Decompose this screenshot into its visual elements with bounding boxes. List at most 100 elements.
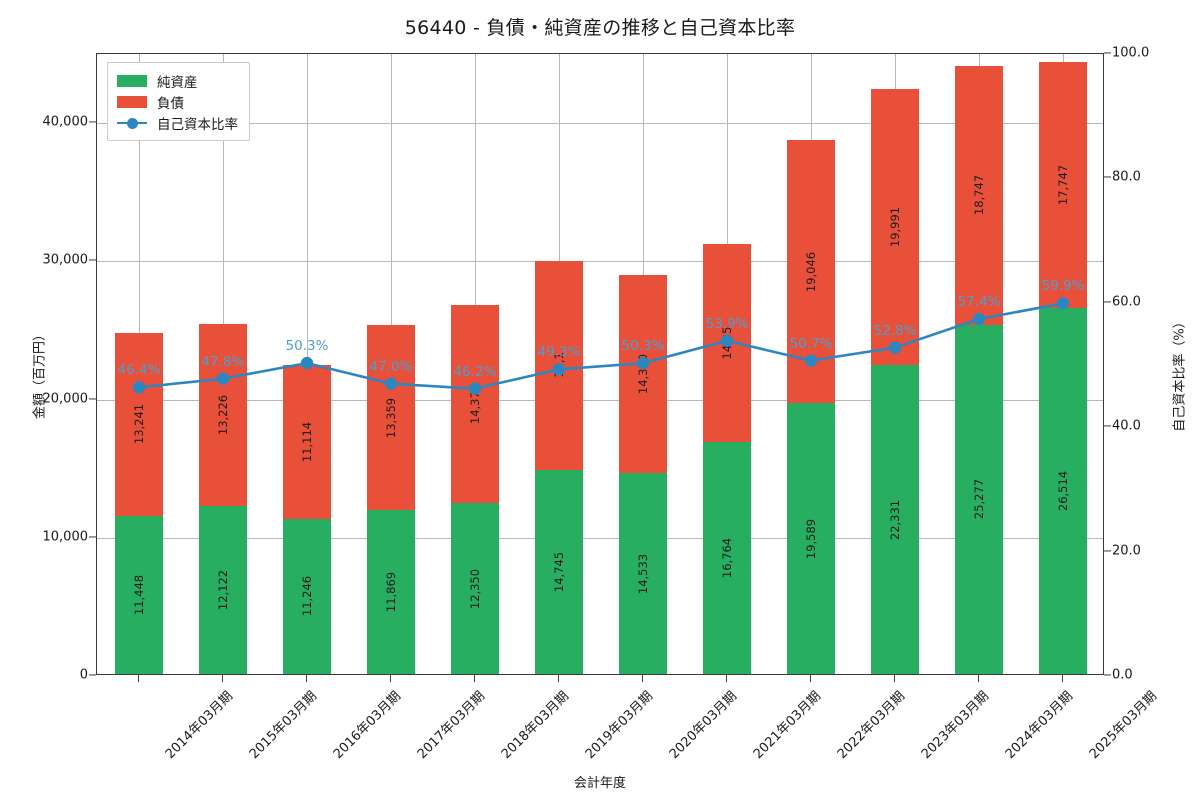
ratio-data-point[interactable] xyxy=(300,356,314,370)
legend-item[interactable]: 自己資本比率 xyxy=(117,112,238,133)
bar-group[interactable]: 26,514 17,747 xyxy=(1038,62,1088,674)
x-axis-tickmark xyxy=(726,675,728,682)
y-axis-tickmark-left xyxy=(89,674,96,676)
bar-segment-liability[interactable]: 19,991 xyxy=(870,89,920,366)
legend-item-label: 純資産 xyxy=(157,74,198,91)
y-axis-tickmark-right xyxy=(1104,674,1111,676)
y-axis-label-right: 自己資本比率（%） xyxy=(1172,315,1188,432)
ratio-data-point[interactable] xyxy=(384,377,398,390)
ratio-data-point[interactable] xyxy=(1056,297,1070,310)
bar-segment-equity[interactable]: 19,589 xyxy=(786,403,836,674)
y-axis-tick-left: 0 xyxy=(79,667,88,683)
y-axis-tick-right: 80.0 xyxy=(1112,169,1141,185)
y-axis-tick-right: 40.0 xyxy=(1112,418,1141,434)
bar-segment-equity[interactable]: 11,246 xyxy=(282,518,332,674)
x-axis-tick-label: 2014年03月期 xyxy=(162,688,237,763)
bar-segment-equity[interactable]: 12,122 xyxy=(198,506,248,674)
x-axis-tick-label: 2024年03月期 xyxy=(1002,688,1077,763)
ratio-data-point[interactable] xyxy=(720,334,734,347)
ratio-data-point[interactable] xyxy=(132,381,146,394)
bar-segment-liability[interactable]: 14,378 xyxy=(450,304,500,504)
bar-segment-liability[interactable]: 13,226 xyxy=(198,323,248,507)
ratio-data-point[interactable] xyxy=(888,341,902,354)
bar-segment-equity[interactable]: 14,745 xyxy=(534,470,584,674)
bar-segment-equity[interactable]: 25,277 xyxy=(954,324,1004,674)
bar-segment-liability[interactable]: 14,350 xyxy=(618,274,668,474)
x-axis-tickmark xyxy=(138,675,140,682)
y-axis-tick-left: 10,000 xyxy=(42,529,89,545)
x-axis-tickmark xyxy=(474,675,476,682)
x-axis-tick-label: 2020年03月期 xyxy=(666,688,741,763)
y-axis-tick-left: 40,000 xyxy=(42,114,89,130)
bar-group[interactable]: 11,246 11,114 xyxy=(282,364,332,674)
y-axis-tickmark-left xyxy=(89,121,96,123)
ratio-data-point[interactable] xyxy=(972,312,986,326)
bar-segment-equity[interactable]: 11,448 xyxy=(114,515,164,674)
y-axis-tick-left: 20,000 xyxy=(42,391,89,407)
bar-segment-liability[interactable]: 11,114 xyxy=(282,364,332,519)
x-axis-tickmark xyxy=(978,675,980,682)
ratio-data-point[interactable] xyxy=(636,356,650,370)
x-axis-tickmark xyxy=(894,675,896,682)
gridline-horizontal xyxy=(97,123,1103,125)
ratio-data-point[interactable] xyxy=(468,382,482,395)
x-axis-tick-label: 2021年03月期 xyxy=(750,688,825,763)
bar-segment-equity[interactable]: 12,350 xyxy=(450,503,500,674)
bar-segment-liability[interactable]: 13,241 xyxy=(114,332,164,516)
x-axis-tickmark xyxy=(642,675,644,682)
bar-segment-liability[interactable]: 13,359 xyxy=(366,325,416,510)
y-axis-tickmark-left xyxy=(89,398,96,400)
legend-item-label: 自己資本比率 xyxy=(157,116,238,133)
legend-item[interactable]: 負債 xyxy=(117,91,238,112)
x-axis-tickmark xyxy=(1062,675,1064,682)
bar-group[interactable]: 14,74515,1 xyxy=(534,260,584,674)
y-axis-tickmark-right xyxy=(1104,301,1111,303)
x-axis-tickmark xyxy=(558,675,560,682)
bar-segment-equity[interactable]: 26,514 xyxy=(1038,307,1088,674)
bar-segment-equity[interactable]: 22,331 xyxy=(870,365,920,674)
ratio-line-chart xyxy=(132,297,1070,395)
legend-line-marker-icon xyxy=(117,116,147,130)
bar-group[interactable]: 11,869 13,359 xyxy=(366,325,416,674)
x-axis-tick-label: 2023年03月期 xyxy=(918,688,993,763)
y-axis-tick-right: 60.0 xyxy=(1112,294,1141,310)
page-title: 56440 - 負債・純資産の推移と自己資本比率 xyxy=(404,17,796,39)
bar-segment-equity[interactable]: 16,764 xyxy=(702,442,752,674)
x-axis-tick-label: 2019年03月期 xyxy=(582,688,657,763)
x-axis-label: 会計年度 xyxy=(573,776,626,791)
bar-group[interactable]: 22,331 19,991 xyxy=(870,89,920,674)
ratio-data-point[interactable] xyxy=(552,363,566,376)
bar-group[interactable]: 14,533 14,350 xyxy=(618,274,668,674)
legend-item-label: 負債 xyxy=(157,95,184,112)
bar-group[interactable]: 12,122 13,226 xyxy=(198,323,248,674)
ratio-line-path xyxy=(137,302,1065,390)
bar-group[interactable]: 11,448 13,241 xyxy=(114,332,164,674)
y-axis-label-left: 金額（百万円） xyxy=(32,328,48,420)
y-axis-tickmark-right xyxy=(1104,52,1111,54)
y-axis-tickmark-right xyxy=(1104,425,1111,427)
ratio-data-point[interactable] xyxy=(216,372,230,385)
ratio-data-point[interactable] xyxy=(804,354,818,367)
ratio-line-layer xyxy=(97,54,1103,674)
bar-segment-liability[interactable]: 18,747 xyxy=(954,65,1004,325)
x-axis-tick-label: 2022年03月期 xyxy=(834,688,909,763)
gridline-horizontal xyxy=(97,399,1103,401)
x-axis-tick-label: 2018年03月期 xyxy=(498,688,573,763)
bar-group[interactable]: 12,350 14,378 xyxy=(450,304,500,674)
gridline-horizontal xyxy=(97,537,1103,539)
bars-layer: 11,448 13,241 12,122 13,226 11,246 11,114 11,8… xyxy=(97,54,1103,674)
chart-legend: 純資産負債自己資本比率 xyxy=(107,62,250,141)
bar-segment-liability[interactable]: 17,747 xyxy=(1038,62,1088,308)
y-axis-tick-right: 100.0 xyxy=(1112,45,1150,61)
x-axis-tick-label: 2017年03月期 xyxy=(414,688,489,763)
legend-item[interactable]: 純資産 xyxy=(117,70,238,91)
y-axis-tick-left: 30,000 xyxy=(42,252,89,268)
y-axis-tickmark-left xyxy=(89,536,96,538)
plot-area: 11,448 13,241 12,122 13,226 11,246 11,114 11,8… xyxy=(96,53,1104,675)
bar-segment-equity[interactable]: 14,533 xyxy=(618,473,668,674)
x-axis-tickmark xyxy=(222,675,224,682)
bar-group[interactable]: 25,277 18,747 xyxy=(954,65,1004,674)
y-axis-tickmark-left xyxy=(89,259,96,261)
bar-segment-equity[interactable]: 11,869 xyxy=(366,509,416,674)
